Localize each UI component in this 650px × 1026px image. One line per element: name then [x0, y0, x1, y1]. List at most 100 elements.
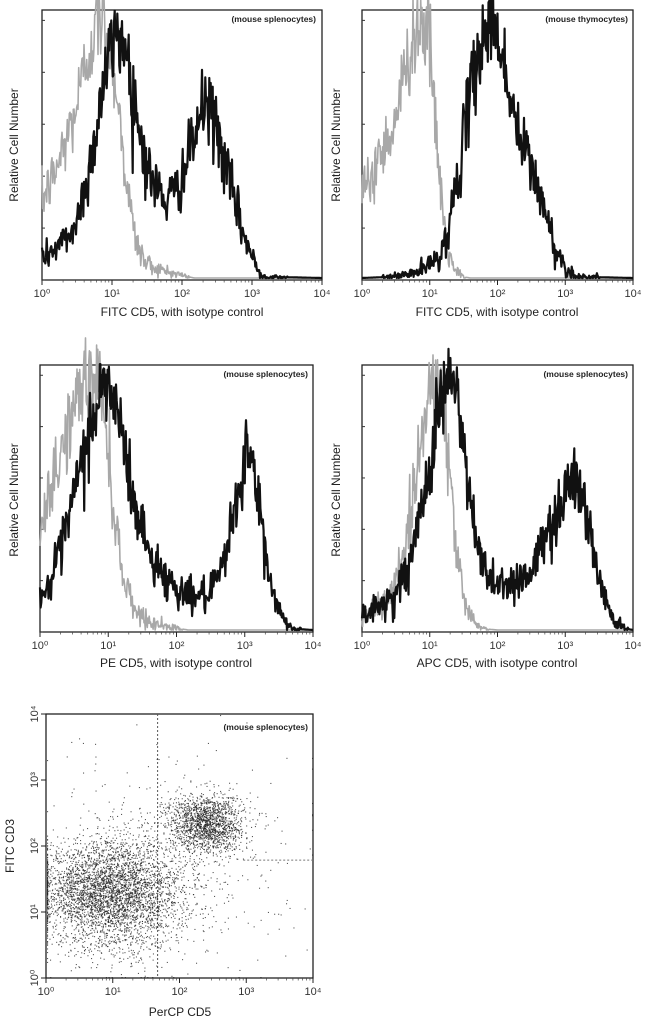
scatter-point	[173, 896, 175, 898]
scatter-point	[173, 845, 175, 847]
scatter-point	[103, 881, 105, 883]
scatter-point	[90, 943, 92, 945]
scatter-point	[224, 873, 226, 875]
scatter-point	[223, 824, 225, 826]
scatter-point	[144, 905, 146, 907]
scatter-point	[145, 835, 147, 837]
scatter-point	[114, 892, 116, 894]
scatter-point	[228, 789, 230, 791]
scatter-point	[48, 906, 50, 908]
scatter-point	[213, 816, 215, 818]
scatter-point	[169, 885, 171, 887]
scatter-point	[175, 841, 177, 843]
scatter-point	[142, 861, 144, 863]
scatter-point	[74, 873, 76, 875]
scatter-point	[80, 914, 82, 916]
scatter-point	[100, 890, 102, 892]
scatter-point	[48, 913, 50, 915]
scatter-point	[136, 940, 138, 942]
scatter-point	[112, 875, 114, 877]
scatter-point	[72, 888, 74, 890]
scatter-point	[48, 882, 50, 884]
scatter-point	[95, 924, 97, 926]
scatter-point	[136, 843, 138, 845]
scatter-point	[102, 890, 104, 892]
scatter-point	[51, 934, 53, 936]
scatter-point	[119, 930, 121, 932]
scatter-point	[174, 910, 176, 912]
scatter-point	[148, 906, 150, 908]
scatter-point	[112, 878, 114, 880]
scatter-point	[200, 807, 202, 809]
scatter-point	[82, 854, 84, 856]
scatter-point	[99, 922, 101, 924]
scatter-point	[132, 919, 134, 921]
scatter-point	[122, 867, 124, 869]
scatter-point	[108, 855, 110, 857]
scatter-point	[82, 934, 84, 936]
scatter-point	[217, 831, 219, 833]
scatter-point	[124, 886, 126, 888]
scatter-point	[50, 959, 52, 961]
scatter-point	[103, 876, 105, 878]
scatter-point	[111, 911, 113, 913]
scatter-point	[75, 885, 77, 887]
scatter-point	[212, 846, 214, 848]
scatter-point	[146, 885, 148, 887]
scatter-point	[151, 854, 153, 856]
scatter-point	[153, 923, 155, 925]
scatter-point	[67, 850, 69, 852]
scatter-point	[95, 851, 97, 853]
scatter-point	[139, 906, 141, 908]
histogram-panel-fitc-splenocytes: (mouse splenocytes) FITC CD5, with isoty…	[7, 0, 331, 319]
scatter-point	[140, 886, 142, 888]
scatter-point	[135, 864, 137, 866]
scatter-point	[129, 916, 131, 918]
scatter-point	[47, 860, 49, 862]
scatter-point	[132, 916, 134, 918]
scatter-point	[104, 840, 106, 842]
scatter-point	[94, 863, 96, 865]
scatter-point	[76, 941, 78, 943]
scatter-point	[61, 900, 63, 902]
scatter-point	[64, 922, 66, 924]
scatter-point	[93, 883, 95, 885]
scatter-point	[51, 875, 53, 877]
scatter-point	[163, 886, 165, 888]
scatter-point	[113, 890, 115, 892]
scatter-point	[244, 816, 246, 818]
scatter-point	[70, 849, 72, 851]
scatter-point	[189, 851, 191, 853]
scatter-point	[65, 912, 67, 914]
scatter-point	[129, 885, 131, 887]
scatter-point	[171, 882, 173, 884]
scatter-point	[96, 894, 98, 896]
scatter-point	[51, 880, 53, 882]
scatter-point	[146, 875, 148, 877]
scatter-point	[159, 881, 161, 883]
scatter-point	[181, 889, 183, 891]
scatter-point	[166, 849, 168, 851]
scatter-point	[121, 898, 123, 900]
scatter-point	[132, 869, 134, 871]
scatter-point	[124, 873, 126, 875]
scatter-point	[61, 910, 63, 912]
x-tick-label: 10⁴	[625, 640, 642, 652]
scatter-point	[59, 881, 61, 883]
scatter-point	[104, 867, 106, 869]
scatter-point	[66, 854, 68, 856]
scatter-point	[47, 919, 49, 921]
scatter-point	[117, 901, 119, 903]
scatter-point	[177, 874, 179, 876]
scatter-point	[221, 805, 223, 807]
scatter-point	[49, 884, 51, 886]
scatter-point	[117, 934, 119, 936]
scatter-point	[205, 802, 207, 804]
scatter-point	[109, 849, 111, 851]
scatter-point	[66, 903, 68, 905]
scatter-point	[89, 896, 91, 898]
scatter-point	[94, 931, 96, 933]
scatter-point	[112, 892, 114, 894]
scatter-point	[204, 809, 206, 811]
scatter-point	[64, 903, 66, 905]
